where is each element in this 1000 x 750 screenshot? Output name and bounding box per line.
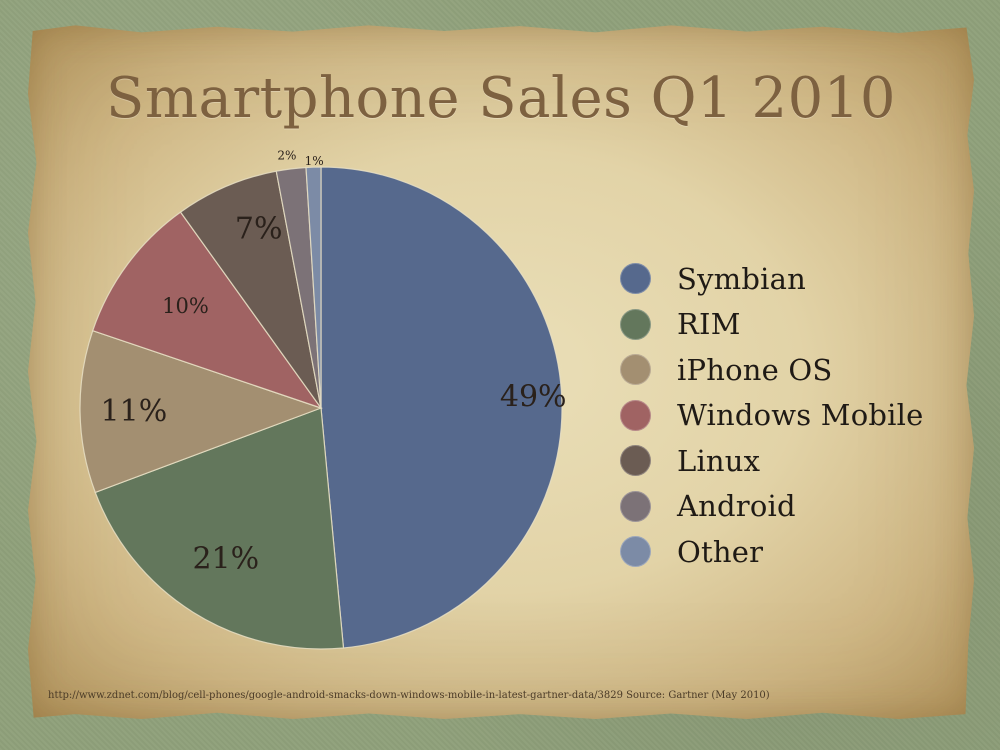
legend-swatch-symbian: [620, 263, 651, 295]
legend-label-other: Other: [677, 534, 764, 569]
legend-item-android: Android: [620, 484, 950, 530]
chart-legend: Symbian RIM iPhone OS Windows Mobile Lin…: [620, 256, 950, 575]
legend-label-windows-mobile: Windows Mobile: [677, 398, 924, 433]
pie-slice-linux: [179, 170, 322, 409]
pie-slice-other: [305, 166, 322, 409]
slice-label-windows-mobile: 10%: [162, 294, 209, 318]
pie-chart: 49% 21% 11% 10% 7% 2% 1%: [79, 149, 567, 650]
slice-label-other: 1%: [305, 154, 324, 168]
legend-item-other: Other: [620, 529, 950, 575]
legend-label-linux: Linux: [677, 443, 761, 478]
legend-swatch-windows-mobile: [620, 399, 651, 431]
slice-label-linux: 7%: [235, 211, 283, 246]
slice-label-rim: 21%: [192, 542, 259, 577]
legend-swatch-other: [620, 536, 651, 568]
legend-item-rim: RIM: [620, 302, 950, 348]
legend-swatch-iphone-os: [620, 354, 651, 386]
legend-item-iphone-os: iPhone OS: [620, 347, 950, 393]
legend-swatch-rim: [620, 308, 651, 340]
chart-title: Smartphone Sales Q1 2010: [106, 66, 896, 131]
pie-slice-iphone-os: [79, 329, 323, 494]
pie-slice-symbian: [320, 166, 563, 649]
slice-label-android: 2%: [277, 149, 296, 163]
source-citation: http://www.zdnet.com/blog/cell-phones/go…: [48, 690, 770, 701]
legend-swatch-android: [620, 490, 651, 522]
legend-swatch-linux: [620, 445, 651, 477]
legend-item-linux: Linux: [620, 438, 950, 484]
pie-layer: 49% 21% 11% 10% 7% 2% 1%: [79, 149, 567, 650]
legend-label-android: Android: [677, 489, 796, 524]
pie-slice-windows-mobile: [91, 211, 323, 410]
pie-slice-rim: [94, 407, 345, 650]
legend-label-rim: RIM: [677, 307, 741, 342]
legend-label-symbian: Symbian: [677, 261, 806, 296]
legend-item-symbian: Symbian: [620, 256, 950, 302]
legend-item-windows-mobile: Windows Mobile: [620, 393, 950, 439]
slice-label-symbian: 49%: [500, 380, 567, 415]
slice-label-iphone-os: 11%: [101, 394, 168, 429]
legend-label-iphone-os: iPhone OS: [677, 352, 833, 387]
slide-paper: Smartphone Sales Q1 2010 49% 21% 11% 10% 7% 2…: [28, 25, 974, 719]
